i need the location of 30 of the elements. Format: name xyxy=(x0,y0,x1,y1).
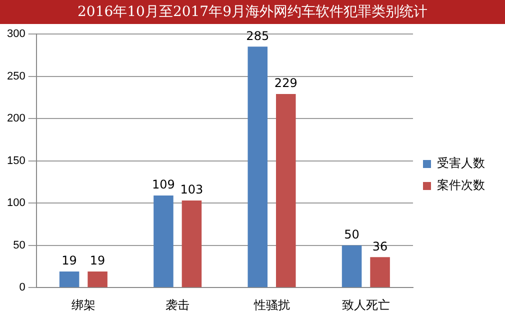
chart-title: 2016年10月至2017年9月海外网约车软件犯罪类别统计 xyxy=(0,0,505,24)
x-tick-label: 袭击 xyxy=(166,298,190,312)
legend-label: 受害人数 xyxy=(437,156,485,170)
x-tick-label: 性骚扰 xyxy=(252,298,290,312)
data-label: 36 xyxy=(372,239,388,254)
y-tick-label: 0 xyxy=(19,282,26,294)
legend-label: 案件次数 xyxy=(437,178,485,192)
y-tick-label: 50 xyxy=(13,239,26,252)
bar xyxy=(276,94,296,288)
y-tick-label: 200 xyxy=(6,112,26,125)
y-tick-label: 300 xyxy=(6,28,26,40)
bar xyxy=(370,257,390,288)
bar xyxy=(154,195,174,288)
data-label: 103 xyxy=(180,182,204,197)
data-label: 19 xyxy=(62,254,77,268)
bar xyxy=(59,272,80,288)
y-tick-label: 150 xyxy=(6,154,26,167)
x-tick-label: 致人死亡 xyxy=(342,298,390,312)
data-label: 229 xyxy=(274,76,298,90)
bar xyxy=(248,46,268,288)
bar xyxy=(88,272,108,288)
data-label: 285 xyxy=(246,28,270,43)
bar xyxy=(182,200,202,288)
bar xyxy=(342,245,362,288)
data-label: 50 xyxy=(344,227,360,242)
y-tick-label: 100 xyxy=(6,197,26,210)
x-tick-label: 绑架 xyxy=(71,298,96,312)
data-label: 19 xyxy=(90,254,106,268)
data-label: 109 xyxy=(152,178,175,192)
y-tick-label: 250 xyxy=(6,70,26,82)
